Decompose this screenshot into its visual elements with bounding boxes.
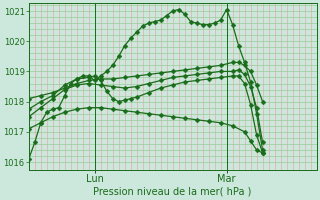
X-axis label: Pression niveau de la mer( hPa ): Pression niveau de la mer( hPa ) [93, 187, 252, 197]
